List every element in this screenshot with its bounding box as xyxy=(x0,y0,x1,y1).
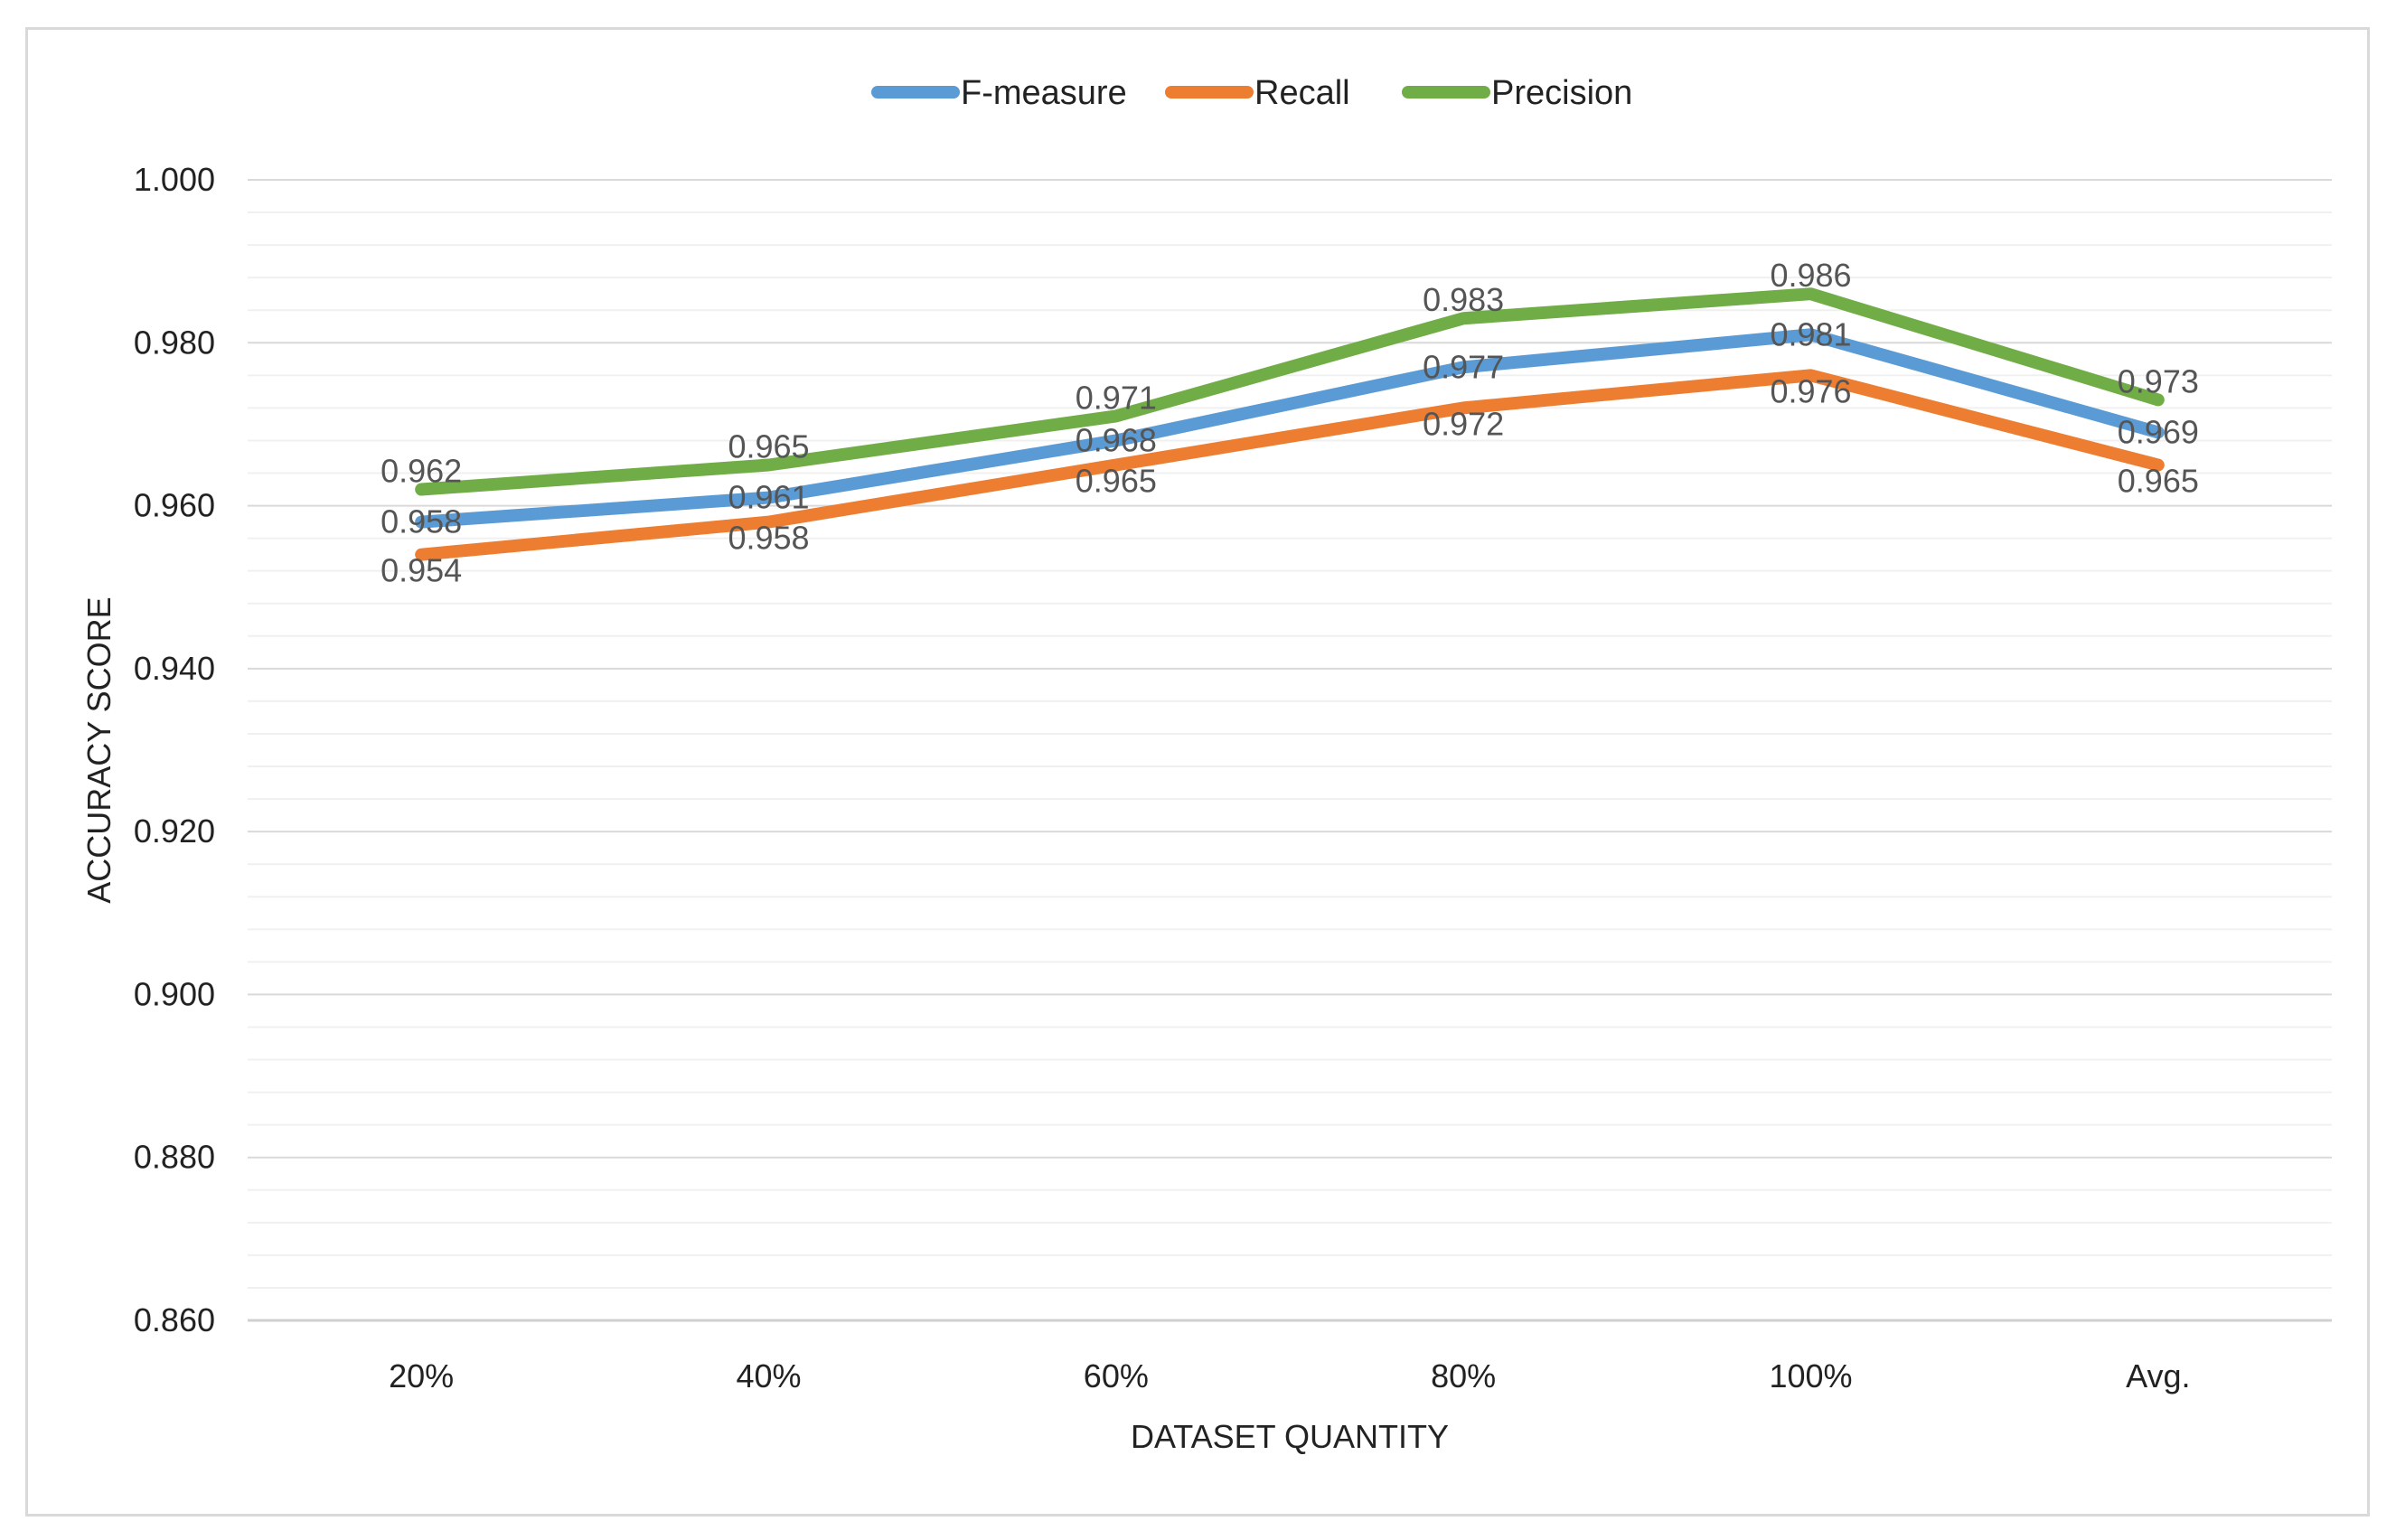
legend: F-measure Recall Precision xyxy=(871,74,1632,112)
y-axis-ticks: 0.860 0.880 0.900 0.920 0.940 0.960 0.980 1.000 xyxy=(134,161,215,1338)
x-tick-label: 100% xyxy=(1769,1357,1852,1394)
series-line-f-measure xyxy=(415,328,2165,529)
legend-label: F-measure xyxy=(961,74,1127,112)
x-tick-label: 20% xyxy=(389,1357,454,1394)
data-label: 0.983 xyxy=(1423,281,1504,318)
data-label: 0.958 xyxy=(728,520,809,557)
y-tick-label: 0.920 xyxy=(134,812,215,850)
data-label: 0.961 xyxy=(728,479,809,516)
y-tick-label: 0.980 xyxy=(134,324,215,361)
chart-frame xyxy=(25,27,2370,1517)
data-label: 0.965 xyxy=(1076,463,1157,500)
data-label: 0.958 xyxy=(381,503,462,540)
x-tick-label: 60% xyxy=(1084,1357,1149,1394)
x-tick-label: 80% xyxy=(1431,1357,1496,1394)
legend-label: Recall xyxy=(1254,74,1350,112)
series-lines xyxy=(415,287,2165,561)
data-label: 0.962 xyxy=(381,453,462,490)
data-labels: 0.958 0.961 0.968 0.977 0.981 0.969 0.954 0.958… xyxy=(381,257,2199,588)
data-label: 0.969 xyxy=(2118,413,2199,450)
y-tick-label: 1.000 xyxy=(134,161,215,198)
y-tick-label: 0.900 xyxy=(134,975,215,1012)
x-axis-ticks: 20% 40% 60% 80% 100% Avg. xyxy=(389,1357,2190,1394)
data-label: 0.986 xyxy=(1770,257,1851,294)
x-axis-title: DATASET QUANTITY xyxy=(1131,1418,1449,1455)
data-label: 0.977 xyxy=(1423,348,1504,385)
y-axis-title: ACCURACY SCORE xyxy=(80,596,117,903)
x-tick-label: Avg. xyxy=(2126,1357,2190,1394)
y-tick-label: 0.860 xyxy=(134,1301,215,1338)
data-label: 0.968 xyxy=(1076,421,1157,458)
series-line-recall xyxy=(415,369,2165,561)
data-label: 0.972 xyxy=(1423,405,1504,442)
data-label: 0.954 xyxy=(381,552,462,589)
x-tick-label: 40% xyxy=(736,1357,801,1394)
y-tick-label: 0.880 xyxy=(134,1139,215,1176)
data-label: 0.965 xyxy=(728,428,809,465)
data-label: 0.981 xyxy=(1770,315,1851,352)
y-tick-label: 0.940 xyxy=(134,650,215,687)
legend-label: Precision xyxy=(1491,74,1632,112)
data-label: 0.965 xyxy=(2118,463,2199,500)
data-label: 0.971 xyxy=(1076,379,1157,416)
data-label: 0.976 xyxy=(1770,372,1851,409)
series-line-precision xyxy=(415,287,2165,496)
y-tick-label: 0.960 xyxy=(134,487,215,524)
data-label: 0.973 xyxy=(2118,362,2199,399)
